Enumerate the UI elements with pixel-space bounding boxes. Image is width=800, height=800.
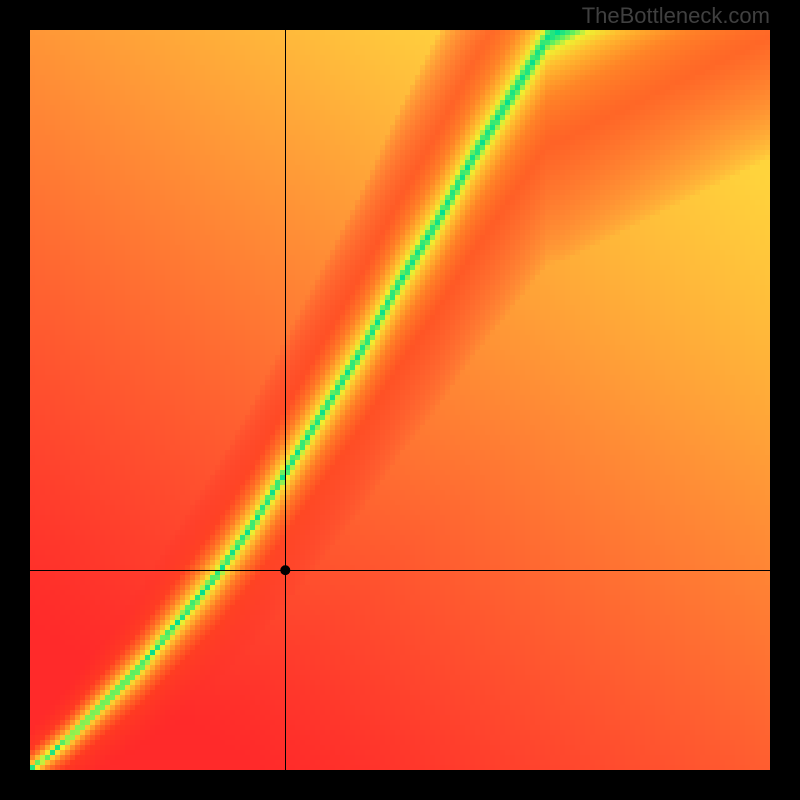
watermark-label: TheBottleneck.com — [582, 3, 770, 29]
bottleneck-heatmap — [0, 0, 800, 800]
